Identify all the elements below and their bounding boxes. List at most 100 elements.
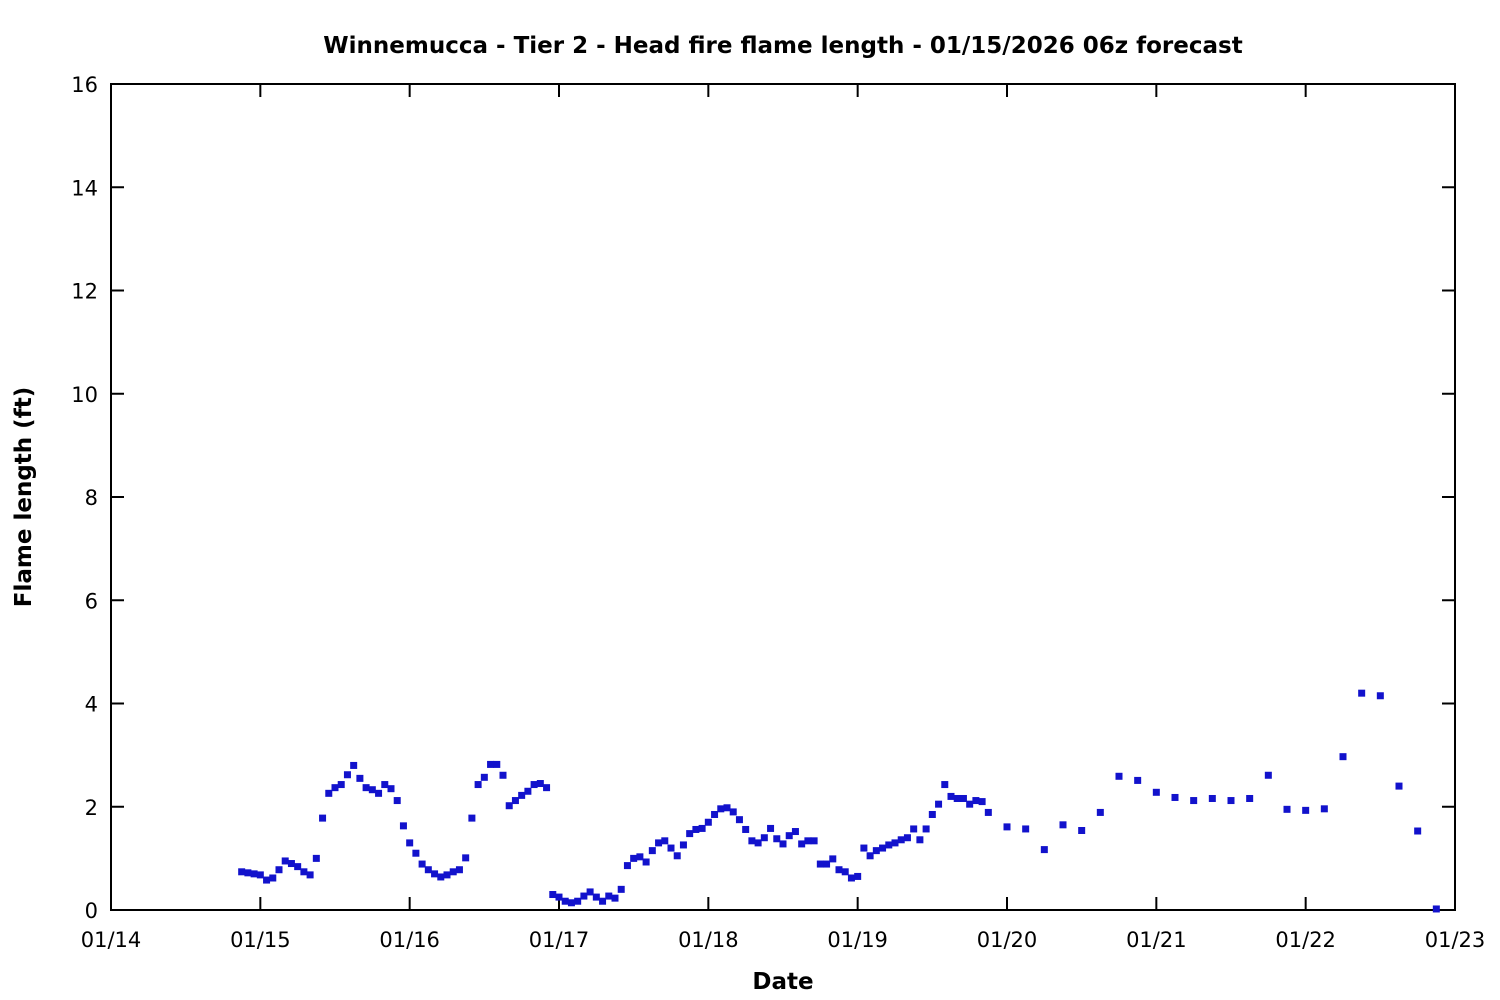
data-point — [1003, 823, 1011, 831]
data-points — [238, 689, 1440, 913]
data-point — [449, 868, 457, 876]
data-point — [586, 888, 594, 896]
data-point — [536, 780, 544, 788]
data-point — [1432, 905, 1440, 913]
data-point — [617, 885, 625, 893]
x-tick-label: 01/23 — [1425, 928, 1486, 952]
data-point — [393, 797, 401, 805]
x-tick-label: 01/16 — [379, 928, 440, 952]
y-tick-label: 0 — [85, 899, 98, 923]
data-point — [910, 825, 918, 833]
data-point — [897, 836, 905, 844]
data-point — [505, 802, 513, 810]
data-point — [256, 871, 264, 879]
data-point — [1414, 827, 1422, 835]
data-point — [493, 760, 501, 768]
data-point — [767, 824, 775, 832]
data-point — [1227, 797, 1235, 805]
data-point — [779, 840, 787, 848]
data-point — [1171, 793, 1179, 801]
data-point — [418, 860, 426, 868]
data-point — [916, 836, 924, 844]
y-tick-label: 4 — [85, 693, 98, 717]
data-point — [1358, 689, 1366, 697]
y-axis-title: Flame length (ft) — [11, 387, 37, 607]
data-point — [953, 794, 961, 802]
data-point — [424, 866, 432, 874]
data-point — [816, 860, 824, 868]
data-point — [928, 810, 936, 818]
data-point — [804, 837, 812, 845]
data-point — [343, 771, 351, 779]
data-point — [978, 798, 986, 806]
data-point — [555, 893, 563, 901]
data-point — [885, 841, 893, 849]
data-point — [331, 784, 339, 792]
data-point — [984, 808, 992, 816]
data-point — [462, 854, 470, 862]
data-point — [250, 870, 258, 878]
x-tick-label: 01/20 — [977, 928, 1038, 952]
y-tick-label: 10 — [71, 383, 98, 407]
data-point — [437, 873, 445, 881]
chart-title: Winnemucca - Tier 2 - Head fire flame le… — [323, 33, 1242, 59]
data-point — [798, 840, 806, 848]
data-point — [1096, 808, 1104, 816]
data-point — [468, 814, 476, 822]
data-point — [1152, 788, 1160, 796]
data-point — [698, 824, 706, 832]
data-point — [1376, 692, 1384, 700]
data-point — [642, 858, 650, 866]
data-point — [574, 897, 582, 905]
data-point — [605, 892, 613, 900]
data-point — [823, 860, 831, 868]
data-point — [287, 860, 295, 868]
data-point — [959, 794, 967, 802]
data-point — [947, 792, 955, 800]
data-point — [704, 818, 712, 826]
data-point — [760, 834, 768, 842]
data-point — [337, 781, 345, 789]
data-point — [406, 839, 414, 847]
data-point — [1264, 771, 1272, 779]
data-point — [1078, 827, 1086, 834]
data-point — [561, 897, 569, 905]
data-point — [487, 760, 495, 768]
data-point — [729, 808, 737, 816]
data-point — [543, 784, 551, 792]
y-tick-label: 8 — [85, 486, 98, 510]
data-point — [679, 841, 687, 849]
data-point — [1283, 805, 1291, 813]
data-point — [362, 784, 370, 792]
data-point — [524, 787, 532, 795]
y-tick-label: 16 — [71, 73, 98, 97]
data-point — [636, 853, 644, 861]
data-point — [673, 852, 681, 860]
data-point — [810, 837, 818, 845]
data-point — [742, 825, 750, 833]
data-point — [879, 844, 887, 852]
data-point — [785, 832, 793, 840]
data-point — [891, 839, 899, 847]
data-point — [972, 797, 980, 805]
data-point — [592, 893, 600, 901]
data-point — [661, 837, 669, 845]
data-point — [518, 791, 526, 799]
data-point — [325, 789, 333, 797]
data-point — [381, 781, 389, 789]
data-point — [791, 828, 799, 836]
y-tick-label: 6 — [85, 589, 98, 613]
data-point — [499, 771, 507, 779]
data-point — [238, 868, 246, 876]
data-point — [941, 781, 949, 789]
y-tick-label: 14 — [71, 176, 98, 200]
data-point — [294, 863, 302, 871]
data-point — [841, 868, 849, 876]
data-point — [306, 871, 314, 879]
data-point — [686, 830, 694, 838]
data-point — [655, 839, 663, 847]
data-point — [375, 789, 383, 797]
data-point — [623, 862, 631, 870]
data-point — [1339, 753, 1347, 761]
